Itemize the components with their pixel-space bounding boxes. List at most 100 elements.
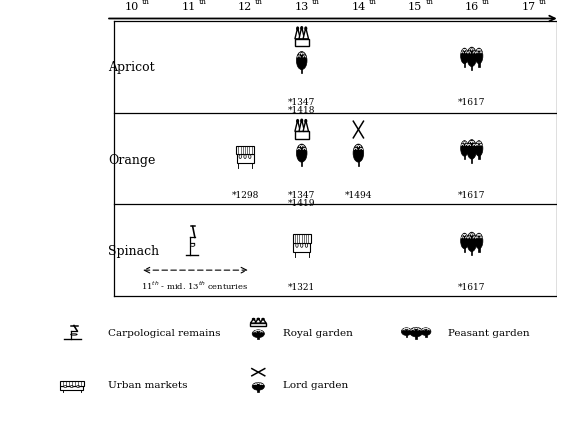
Text: th: th bbox=[312, 0, 320, 6]
Ellipse shape bbox=[252, 383, 265, 390]
Text: th: th bbox=[199, 0, 207, 6]
Circle shape bbox=[301, 120, 302, 123]
Ellipse shape bbox=[467, 233, 476, 252]
Bar bbox=[60, 386, 83, 390]
Ellipse shape bbox=[191, 244, 195, 247]
Text: *1617: *1617 bbox=[458, 98, 486, 107]
Polygon shape bbox=[303, 121, 308, 132]
Circle shape bbox=[305, 120, 307, 123]
Circle shape bbox=[257, 319, 259, 320]
Circle shape bbox=[70, 386, 73, 388]
Polygon shape bbox=[295, 121, 300, 132]
Text: Peasant garden: Peasant garden bbox=[448, 328, 530, 337]
Circle shape bbox=[244, 155, 246, 159]
Bar bbox=[471, 250, 472, 256]
Text: 13: 13 bbox=[294, 2, 309, 12]
Text: 10: 10 bbox=[125, 2, 139, 12]
Circle shape bbox=[301, 28, 302, 30]
Bar bbox=[250, 323, 266, 326]
Ellipse shape bbox=[467, 48, 476, 67]
Bar bbox=[293, 235, 311, 244]
Circle shape bbox=[301, 244, 303, 248]
Bar bbox=[293, 244, 310, 252]
Bar bbox=[464, 155, 465, 160]
Polygon shape bbox=[260, 319, 266, 323]
Ellipse shape bbox=[467, 140, 476, 160]
Text: 11$^{th}$ - mid. 13$^{th}$ centuries: 11$^{th}$ - mid. 13$^{th}$ centuries bbox=[141, 279, 249, 291]
Text: th: th bbox=[482, 0, 490, 6]
Text: 17: 17 bbox=[521, 2, 536, 12]
Text: th: th bbox=[538, 0, 546, 6]
Text: Spinach: Spinach bbox=[108, 245, 159, 258]
Bar bbox=[257, 389, 259, 392]
Circle shape bbox=[297, 28, 298, 31]
Polygon shape bbox=[295, 29, 300, 40]
Bar bbox=[60, 381, 84, 386]
Text: 12: 12 bbox=[238, 2, 252, 12]
Ellipse shape bbox=[410, 328, 422, 337]
Text: *1419: *1419 bbox=[288, 199, 316, 207]
Text: Lord garden: Lord garden bbox=[284, 380, 348, 389]
Circle shape bbox=[64, 386, 67, 388]
Text: *1321: *1321 bbox=[288, 282, 315, 291]
Bar bbox=[257, 337, 259, 340]
Ellipse shape bbox=[461, 141, 468, 157]
Polygon shape bbox=[299, 120, 304, 132]
Text: th: th bbox=[369, 0, 377, 6]
Bar bbox=[415, 336, 417, 339]
Text: *1494: *1494 bbox=[344, 190, 372, 199]
Text: 14: 14 bbox=[351, 2, 366, 12]
Ellipse shape bbox=[401, 328, 412, 336]
Text: *1418: *1418 bbox=[288, 106, 316, 115]
Ellipse shape bbox=[475, 141, 483, 157]
Bar bbox=[464, 63, 465, 68]
Circle shape bbox=[297, 120, 298, 123]
Bar bbox=[471, 158, 472, 164]
Ellipse shape bbox=[296, 52, 307, 70]
Text: *1298: *1298 bbox=[231, 190, 259, 199]
Text: *1617: *1617 bbox=[458, 190, 486, 199]
Text: Orange: Orange bbox=[108, 153, 155, 166]
Circle shape bbox=[305, 244, 308, 248]
Ellipse shape bbox=[296, 145, 307, 163]
Ellipse shape bbox=[252, 330, 265, 338]
Text: 11: 11 bbox=[181, 2, 196, 12]
Ellipse shape bbox=[71, 334, 77, 335]
Bar bbox=[301, 161, 302, 166]
Text: *1617: *1617 bbox=[458, 282, 486, 291]
Ellipse shape bbox=[475, 49, 483, 64]
Bar bbox=[236, 155, 254, 164]
Polygon shape bbox=[303, 29, 308, 40]
Ellipse shape bbox=[461, 49, 468, 64]
Bar bbox=[464, 248, 465, 252]
Text: th: th bbox=[142, 0, 150, 6]
Circle shape bbox=[239, 155, 242, 159]
Circle shape bbox=[249, 155, 251, 159]
Text: *1347: *1347 bbox=[288, 190, 315, 199]
Text: Apricot: Apricot bbox=[108, 61, 154, 74]
Polygon shape bbox=[250, 319, 257, 323]
Text: 16: 16 bbox=[464, 2, 479, 12]
Text: Royal garden: Royal garden bbox=[284, 328, 353, 337]
Ellipse shape bbox=[421, 328, 431, 336]
Bar bbox=[358, 161, 359, 166]
Bar bbox=[295, 132, 308, 139]
Ellipse shape bbox=[353, 145, 364, 163]
Circle shape bbox=[253, 319, 255, 320]
Text: 15: 15 bbox=[408, 2, 422, 12]
Bar bbox=[301, 69, 302, 74]
Text: *1347: *1347 bbox=[288, 98, 315, 107]
Bar bbox=[425, 335, 426, 337]
Text: th: th bbox=[255, 0, 263, 6]
Ellipse shape bbox=[461, 233, 468, 249]
Bar bbox=[471, 66, 472, 71]
Text: th: th bbox=[425, 0, 433, 6]
Bar bbox=[236, 146, 254, 155]
Circle shape bbox=[296, 244, 298, 248]
Polygon shape bbox=[299, 28, 304, 40]
Circle shape bbox=[262, 319, 264, 320]
Text: Urban markets: Urban markets bbox=[108, 380, 187, 389]
Circle shape bbox=[305, 28, 307, 31]
Text: Carpological remains: Carpological remains bbox=[108, 328, 220, 337]
Circle shape bbox=[76, 386, 80, 388]
